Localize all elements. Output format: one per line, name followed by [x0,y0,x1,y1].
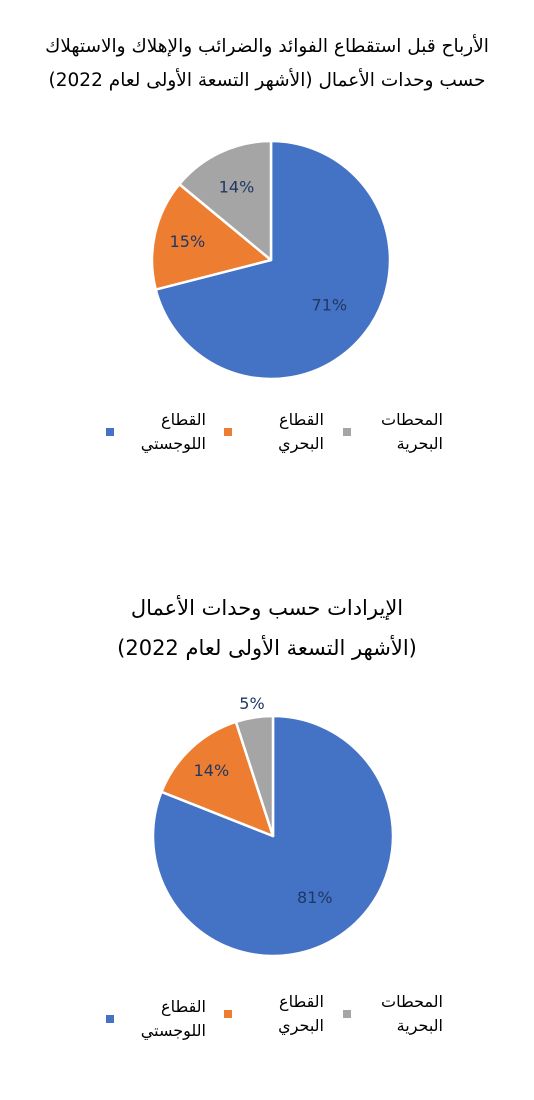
chart-title: الأرباح قبل استقطاع الفوائد والضرائب وال… [0,30,534,98]
legend-label-logistics: القطاع اللوجستي [140,410,206,453]
data-label-terminals: 14% [219,177,255,196]
data-label-logistics: 71% [312,296,348,315]
slice-terminals [178,139,273,262]
legend-label-terminals: المحطات البحرية [381,410,443,453]
chart-title-line-1: الإيرادات حسب وحدات الأعمال [130,596,404,620]
legend-label-logistics: القطاع اللوجستي [140,997,206,1040]
legend-item-logistics: القطاع اللوجستي [106,995,206,1043]
chart-title: الإيرادات حسب وحدات الأعمال (الأشهر التس… [0,588,534,668]
legend-item-marine: القطاع البحري [224,990,324,1038]
chart-title-line-2: حسب وحدات الأعمال (الأشهر التسعة الأولى … [48,70,486,91]
ebitda-pie-chart: الأرباح قبل استقطاع الفوائد والضرائب وال… [0,0,534,520]
chart-title-line-2: (الأشهر التسعة الأولى لعام 2022) [117,636,417,660]
legend-label-marine: القطاع البحري [278,992,324,1035]
data-label-terminals: 5% [239,694,264,713]
legend-swatch-terminals [343,428,351,436]
slice-logistics [154,139,392,381]
data-label-marine: 14% [194,761,230,780]
legend-label-terminals: المحطات البحرية [381,992,443,1035]
data-label-logistics: 81% [297,888,333,907]
legend-item-marine: القطاع البحري [224,408,324,456]
slice-logistics [151,714,395,958]
slice-terminals [234,714,275,838]
legend-swatch-marine [224,428,232,436]
legend-swatch-marine [224,1010,232,1018]
legend-swatch-terminals [343,1010,351,1018]
legend-label-marine: القطاع البحري [278,410,324,453]
data-label-marine: 15% [170,232,206,251]
legend-swatch-logistics [106,1015,114,1023]
chart-title-line-1: الأرباح قبل استقطاع الفوائد والضرائب وال… [45,36,489,57]
legend-item-terminals: المحطات البحرية [343,408,443,456]
legend-item-terminals: المحطات البحرية [343,990,443,1038]
pie-plot: 71% 15% 14% [150,139,392,381]
legend-item-logistics: القطاع اللوجستي [106,408,206,456]
slice-marine [150,182,273,291]
legend-swatch-logistics [106,428,114,436]
